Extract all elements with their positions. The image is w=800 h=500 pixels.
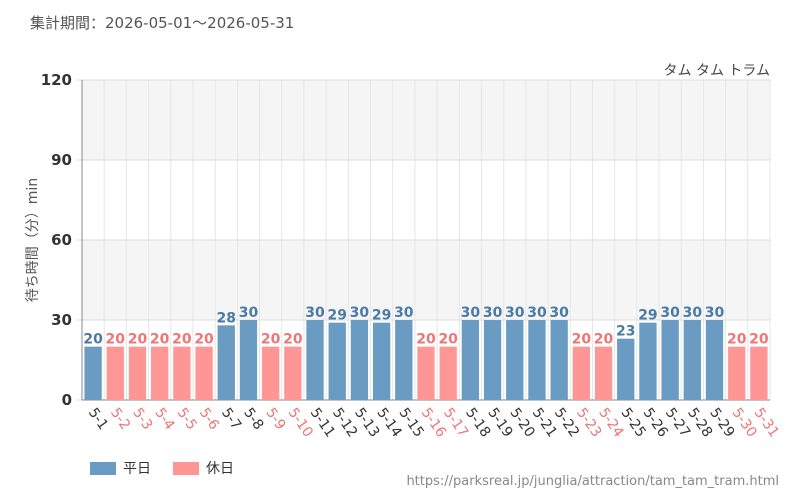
source-url[interactable]: https://parksreal.jp/junglia/attraction/… — [406, 474, 779, 489]
y-tick-label: 30 — [51, 311, 72, 329]
bar-5-13[interactable] — [350, 320, 369, 400]
data-label-5-8: 30 — [239, 305, 259, 321]
legend-label-holiday: 休日 — [206, 461, 234, 477]
data-label-5-18: 30 — [461, 305, 481, 321]
bar-5-29[interactable] — [705, 320, 724, 400]
bar-5-16[interactable] — [417, 346, 435, 400]
data-label-5-17: 20 — [438, 332, 458, 348]
data-label-5-11: 30 — [305, 305, 325, 321]
data-label-5-29: 30 — [705, 305, 725, 321]
data-label-5-23: 20 — [572, 332, 592, 348]
bar-5-5[interactable] — [173, 346, 191, 400]
data-label-5-3: 20 — [128, 332, 148, 348]
x-tick-label-5-2: 5-2 — [107, 405, 133, 433]
period-label: 集計期間：2026-05-01～2026-05-31 — [30, 14, 295, 32]
bar-5-18[interactable] — [461, 320, 480, 400]
bar-5-24[interactable] — [594, 346, 613, 400]
data-label-5-31: 20 — [749, 332, 769, 348]
bar-5-31[interactable] — [750, 346, 768, 400]
data-label-5-10: 20 — [283, 332, 303, 348]
legend-label-weekday: 平日 — [123, 461, 151, 477]
bar-5-25[interactable] — [617, 338, 635, 400]
data-label-5-5: 20 — [172, 332, 192, 348]
data-label-5-15: 30 — [394, 305, 414, 321]
bar-5-7[interactable] — [217, 325, 235, 400]
grid-band — [82, 240, 770, 320]
attraction-name: タム タム トラム — [663, 63, 770, 79]
data-label-5-25: 23 — [616, 324, 635, 340]
legend-item-holiday[interactable]: 休日 — [173, 458, 234, 478]
x-tick-label-5-6: 5-6 — [196, 405, 222, 433]
data-label-5-1: 20 — [83, 332, 103, 348]
legend-swatch-holiday — [173, 461, 199, 475]
bar-5-20[interactable] — [506, 320, 524, 400]
bar-5-8[interactable] — [239, 320, 258, 400]
bar-5-6[interactable] — [195, 346, 213, 400]
data-label-5-14: 29 — [372, 308, 391, 324]
bar-5-15[interactable] — [395, 320, 413, 400]
data-label-5-21: 30 — [527, 305, 547, 321]
bar-5-21[interactable] — [528, 320, 546, 400]
bar-5-30[interactable] — [728, 346, 746, 400]
x-tick-label-5-5: 5-5 — [174, 405, 200, 433]
bar-5-23[interactable] — [572, 346, 591, 400]
bar-5-17[interactable] — [439, 346, 457, 400]
bar-5-10[interactable] — [284, 346, 302, 400]
bar-5-26[interactable] — [639, 322, 657, 400]
x-tick-label-5-31: 5-31 — [751, 405, 782, 440]
data-label-5-24: 20 — [594, 332, 614, 348]
data-label-5-12: 29 — [327, 308, 346, 324]
data-label-5-16: 20 — [416, 332, 436, 348]
x-tick-label-5-9: 5-9 — [262, 405, 288, 433]
legend: 平日 休日 — [90, 458, 256, 478]
data-label-5-20: 30 — [505, 305, 525, 321]
x-tick-label-5-7: 5-7 — [218, 405, 244, 433]
bar-5-28[interactable] — [683, 320, 701, 400]
legend-item-weekday[interactable]: 平日 — [90, 458, 151, 478]
bar-5-1[interactable] — [84, 346, 102, 400]
data-label-5-13: 30 — [350, 305, 370, 321]
data-label-5-19: 30 — [483, 305, 503, 321]
bar-5-2[interactable] — [106, 346, 124, 400]
data-label-5-30: 20 — [727, 332, 747, 348]
data-label-5-2: 20 — [106, 332, 126, 348]
data-label-5-28: 30 — [683, 305, 703, 321]
bar-5-27[interactable] — [661, 320, 679, 400]
y-tick-label: 60 — [51, 231, 72, 249]
bar-5-4[interactable] — [151, 346, 169, 400]
data-label-5-27: 30 — [660, 305, 680, 321]
legend-swatch-weekday — [90, 461, 116, 475]
data-label-5-7: 28 — [217, 310, 236, 326]
x-tick-label-5-1: 5-1 — [85, 405, 111, 433]
y-tick-label: 120 — [41, 71, 72, 89]
bar-5-22[interactable] — [550, 320, 568, 400]
bar-5-11[interactable] — [306, 320, 324, 400]
x-tick-label-5-3: 5-3 — [129, 405, 155, 433]
data-label-5-6: 20 — [194, 332, 214, 348]
bar-5-19[interactable] — [483, 320, 502, 400]
data-label-5-22: 30 — [549, 305, 569, 321]
x-tick-label-5-8: 5-8 — [240, 405, 266, 433]
data-label-5-26: 29 — [638, 308, 657, 324]
bar-5-9[interactable] — [261, 346, 280, 400]
y-tick-label: 90 — [51, 151, 72, 169]
grid-band — [82, 80, 770, 160]
bar-5-3[interactable] — [128, 346, 147, 400]
bar-5-14[interactable] — [372, 322, 391, 400]
x-tick-label-5-4: 5-4 — [151, 405, 177, 433]
bar-5-12[interactable] — [328, 322, 346, 400]
y-tick-label: 0 — [62, 391, 72, 409]
data-label-5-9: 20 — [261, 332, 281, 348]
data-label-5-4: 20 — [150, 332, 170, 348]
